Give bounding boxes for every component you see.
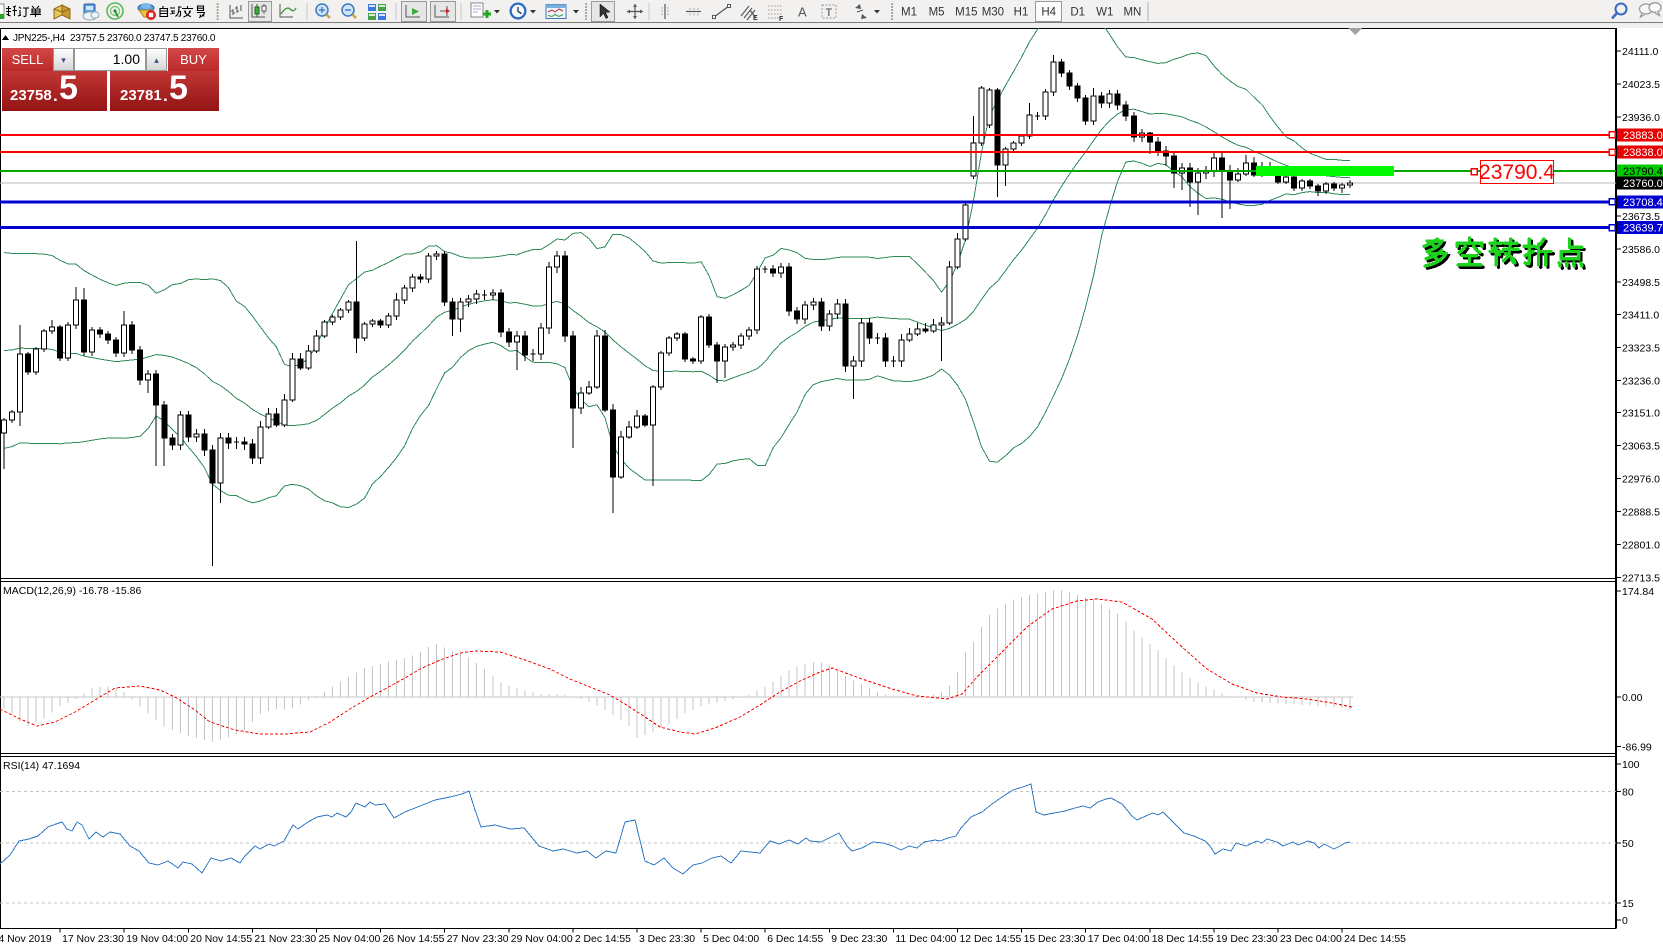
svg-text:11 Dec 04:00: 11 Dec 04:00 (895, 934, 956, 945)
svg-text:H1: H1 (1014, 7, 1029, 19)
svg-text:24023.5: 24023.5 (1622, 79, 1660, 91)
svg-text:T: T (826, 7, 833, 19)
svg-text:24111.0: 24111.0 (1622, 46, 1659, 58)
svg-text:M30: M30 (982, 7, 1004, 19)
svg-text:23586.0: 23586.0 (1622, 244, 1660, 256)
svg-text:M1: M1 (901, 7, 917, 19)
svg-text:23838.0: 23838.0 (1623, 147, 1663, 159)
svg-text:23639.7: 23639.7 (1623, 223, 1663, 235)
svg-text:0: 0 (1622, 915, 1628, 927)
svg-text:23790.4: 23790.4 (1479, 161, 1555, 184)
svg-text:3 Dec 23:30: 3 Dec 23:30 (639, 934, 695, 945)
svg-text:15: 15 (1622, 898, 1634, 910)
svg-text:MACD(12,26,9) -16.78 -15.86: MACD(12,26,9) -16.78 -15.86 (3, 585, 141, 597)
svg-text:23498.5: 23498.5 (1622, 277, 1660, 289)
svg-text:23790.4: 23790.4 (1623, 166, 1663, 178)
svg-text:23236.0: 23236.0 (1622, 376, 1660, 388)
svg-text:A: A (798, 5, 807, 20)
svg-text:23063.5: 23063.5 (1622, 441, 1660, 453)
svg-text:50: 50 (1622, 838, 1634, 850)
svg-text:80: 80 (1622, 786, 1634, 798)
svg-text:25 Nov 04:00: 25 Nov 04:00 (319, 934, 381, 945)
svg-text:22801.0: 22801.0 (1622, 539, 1660, 551)
svg-text:27 Nov 23:30: 27 Nov 23:30 (447, 934, 509, 945)
svg-text:-86.99: -86.99 (1622, 742, 1652, 754)
svg-text:23708.4: 23708.4 (1623, 197, 1663, 209)
svg-text:24 Dec 14:55: 24 Dec 14:55 (1344, 934, 1406, 945)
svg-text:5 Dec 04:00: 5 Dec 04:00 (703, 934, 759, 945)
svg-text:JPN225-,H4 23757.5 23760.0 23: JPN225-,H4 23757.5 23760.0 23747.5 23760… (13, 33, 216, 44)
svg-text:29 Nov 04:00: 29 Nov 04:00 (511, 934, 573, 945)
svg-text:17 Dec 04:00: 17 Dec 04:00 (1088, 934, 1150, 945)
svg-text:MN: MN (1123, 7, 1141, 19)
svg-text:18 Dec 14:55: 18 Dec 14:55 (1152, 934, 1214, 945)
svg-text:100: 100 (1622, 759, 1640, 771)
svg-text:23 Dec 04:00: 23 Dec 04:00 (1280, 934, 1342, 945)
svg-text:0.00: 0.00 (1622, 692, 1643, 704)
svg-text:17 Nov 23:30: 17 Nov 23:30 (62, 934, 124, 945)
svg-text:M5: M5 (929, 7, 945, 19)
svg-text:23673.5: 23673.5 (1622, 211, 1660, 223)
svg-text:RSI(14) 47.1694: RSI(14) 47.1694 (3, 760, 80, 772)
svg-text:19 Nov 04:00: 19 Nov 04:00 (126, 934, 188, 945)
svg-text:19 Dec 23:30: 19 Dec 23:30 (1216, 934, 1278, 945)
svg-text:174.84: 174.84 (1622, 586, 1654, 598)
svg-text:F: F (779, 16, 784, 23)
svg-text:22976.0: 22976.0 (1622, 474, 1660, 486)
svg-text:23760.0: 23760.0 (1623, 178, 1663, 190)
svg-text:9 Dec 23:30: 9 Dec 23:30 (831, 934, 887, 945)
svg-text:H4: H4 (1041, 7, 1056, 19)
svg-text:23323.5: 23323.5 (1622, 343, 1660, 355)
svg-text:2 Dec 14:55: 2 Dec 14:55 (575, 934, 631, 945)
svg-text:20 Nov 14:55: 20 Nov 14:55 (190, 934, 252, 945)
svg-text:M15: M15 (955, 7, 977, 19)
svg-text:D1: D1 (1070, 7, 1085, 19)
svg-text:23936.0: 23936.0 (1622, 112, 1660, 124)
svg-text:26 Nov 14:55: 26 Nov 14:55 (383, 934, 445, 945)
svg-text:22713.5: 22713.5 (1622, 572, 1660, 584)
svg-text:W1: W1 (1096, 7, 1113, 19)
svg-text:E: E (753, 15, 758, 22)
svg-text:23411.0: 23411.0 (1622, 310, 1659, 322)
svg-text:21 Nov 23:30: 21 Nov 23:30 (254, 934, 316, 945)
svg-text:23883.0: 23883.0 (1623, 130, 1663, 142)
svg-text:12 Dec 14:55: 12 Dec 14:55 (960, 934, 1022, 945)
svg-text:22888.5: 22888.5 (1622, 506, 1660, 518)
svg-text:4 Nov 2019: 4 Nov 2019 (0, 934, 52, 945)
svg-text:15 Dec 23:30: 15 Dec 23:30 (1024, 934, 1086, 945)
svg-text:23151.0: 23151.0 (1622, 408, 1660, 420)
svg-text:6 Dec 14:55: 6 Dec 14:55 (767, 934, 823, 945)
